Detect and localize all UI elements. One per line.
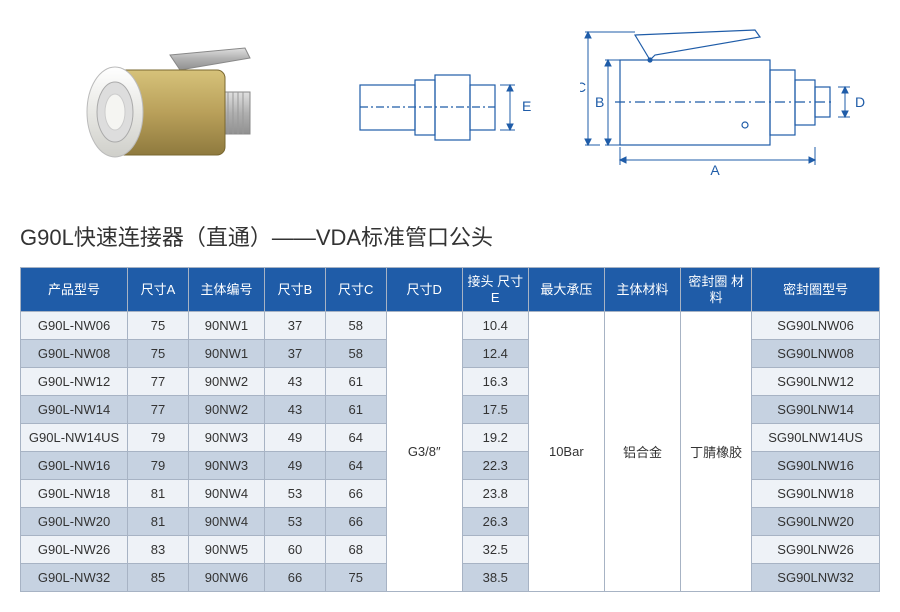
th-mat: 主体材料: [604, 268, 680, 312]
cell-dimA: 79: [128, 424, 189, 452]
cell-dimC: 64: [325, 424, 386, 452]
cell-dimE: 12.4: [462, 340, 528, 368]
cell-model: G90L-NW20: [21, 508, 128, 536]
cell-dimA: 79: [128, 452, 189, 480]
th-press: 最大承压: [528, 268, 604, 312]
cell-bodymat: 铝合金: [604, 312, 680, 592]
cell-dimE: 17.5: [462, 396, 528, 424]
cell-dimE: 26.3: [462, 508, 528, 536]
cell-dimC: 58: [325, 340, 386, 368]
cell-body: 90NW6: [188, 564, 264, 592]
cell-body: 90NW2: [188, 396, 264, 424]
cell-dimE: 19.2: [462, 424, 528, 452]
th-dimE: 接头 尺寸E: [462, 268, 528, 312]
cell-sealnum: SG90LNW16: [752, 452, 880, 480]
cell-sealnum: SG90LNW06: [752, 312, 880, 340]
cell-dimA: 77: [128, 368, 189, 396]
cell-dimB: 37: [265, 312, 326, 340]
cell-dimB: 60: [265, 536, 326, 564]
cell-dimA: 75: [128, 340, 189, 368]
cell-sealnum: SG90LNW12: [752, 368, 880, 396]
th-dimD: 尺寸D: [386, 268, 462, 312]
cell-dimE: 10.4: [462, 312, 528, 340]
cell-dimC: 61: [325, 396, 386, 424]
cell-sealmat: 丁腈橡胶: [681, 312, 752, 592]
cell-sealnum: SG90LNW18: [752, 480, 880, 508]
cell-dimA: 83: [128, 536, 189, 564]
cell-model: G90L-NW08: [21, 340, 128, 368]
th-dimA: 尺寸A: [128, 268, 189, 312]
dim-label-C: C: [580, 79, 586, 95]
product-render: [20, 30, 300, 180]
cell-body: 90NW4: [188, 480, 264, 508]
cell-body: 90NW3: [188, 452, 264, 480]
cell-dimA: 75: [128, 312, 189, 340]
cell-model: G90L-NW06: [21, 312, 128, 340]
th-body: 主体编号: [188, 268, 264, 312]
cell-body: 90NW1: [188, 340, 264, 368]
figure-row: E: [20, 20, 880, 190]
cell-dimB: 43: [265, 396, 326, 424]
cell-dimC: 66: [325, 508, 386, 536]
cell-dimC: 64: [325, 452, 386, 480]
cell-dimD: G3/8″: [386, 312, 462, 592]
cell-dimC: 75: [325, 564, 386, 592]
cell-dimB: 53: [265, 480, 326, 508]
cell-model: G90L-NW14US: [21, 424, 128, 452]
cell-model: G90L-NW18: [21, 480, 128, 508]
cell-dimE: 38.5: [462, 564, 528, 592]
th-model: 产品型号: [21, 268, 128, 312]
cell-dimB: 43: [265, 368, 326, 396]
th-dimB: 尺寸B: [265, 268, 326, 312]
cell-body: 90NW3: [188, 424, 264, 452]
cell-dimB: 49: [265, 452, 326, 480]
cell-body: 90NW5: [188, 536, 264, 564]
product-title: G90L快速连接器（直通）——VDA标准管口公头: [20, 220, 880, 252]
cell-dimC: 61: [325, 368, 386, 396]
cell-dimA: 81: [128, 508, 189, 536]
cell-model: G90L-NW26: [21, 536, 128, 564]
cell-body: 90NW2: [188, 368, 264, 396]
cell-dimB: 49: [265, 424, 326, 452]
cell-dimE: 16.3: [462, 368, 528, 396]
header-row: 产品型号 尺寸A 主体编号 尺寸B 尺寸C 尺寸D 接头 尺寸E 最大承压 主体…: [21, 268, 880, 312]
cell-dimB: 53: [265, 508, 326, 536]
cell-dimA: 77: [128, 396, 189, 424]
th-dimC: 尺寸C: [325, 268, 386, 312]
dim-label-E: E: [522, 98, 531, 114]
th-seal: 密封圈 材料: [681, 268, 752, 312]
cell-body: 90NW1: [188, 312, 264, 340]
dim-label-B: B: [595, 94, 604, 110]
cell-maxpress: 10Bar: [528, 312, 604, 592]
cell-model: G90L-NW16: [21, 452, 128, 480]
schematic-side: E: [300, 35, 580, 175]
cell-dimE: 22.3: [462, 452, 528, 480]
cell-sealnum: SG90LNW20: [752, 508, 880, 536]
dim-label-D: D: [855, 94, 865, 110]
schematic-front: A B C: [580, 25, 880, 185]
cell-dimB: 37: [265, 340, 326, 368]
cell-dimA: 81: [128, 480, 189, 508]
cell-sealnum: SG90LNW14US: [752, 424, 880, 452]
table-body: G90L-NW067590NW13758G3/8″10.410Bar铝合金丁腈橡…: [21, 312, 880, 592]
cell-dimC: 66: [325, 480, 386, 508]
cell-dimE: 32.5: [462, 536, 528, 564]
th-sealnum: 密封圈型号: [752, 268, 880, 312]
spec-table: 产品型号 尺寸A 主体编号 尺寸B 尺寸C 尺寸D 接头 尺寸E 最大承压 主体…: [20, 267, 880, 592]
cell-model: G90L-NW12: [21, 368, 128, 396]
cell-sealnum: SG90LNW08: [752, 340, 880, 368]
cell-body: 90NW4: [188, 508, 264, 536]
cell-dimE: 23.8: [462, 480, 528, 508]
cell-sealnum: SG90LNW14: [752, 396, 880, 424]
cell-dimA: 85: [128, 564, 189, 592]
cell-sealnum: SG90LNW32: [752, 564, 880, 592]
table-row: G90L-NW067590NW13758G3/8″10.410Bar铝合金丁腈橡…: [21, 312, 880, 340]
cell-dimC: 58: [325, 312, 386, 340]
cell-dimB: 66: [265, 564, 326, 592]
dim-label-A: A: [710, 162, 720, 178]
cell-model: G90L-NW14: [21, 396, 128, 424]
cell-sealnum: SG90LNW26: [752, 536, 880, 564]
cell-dimC: 68: [325, 536, 386, 564]
cell-model: G90L-NW32: [21, 564, 128, 592]
